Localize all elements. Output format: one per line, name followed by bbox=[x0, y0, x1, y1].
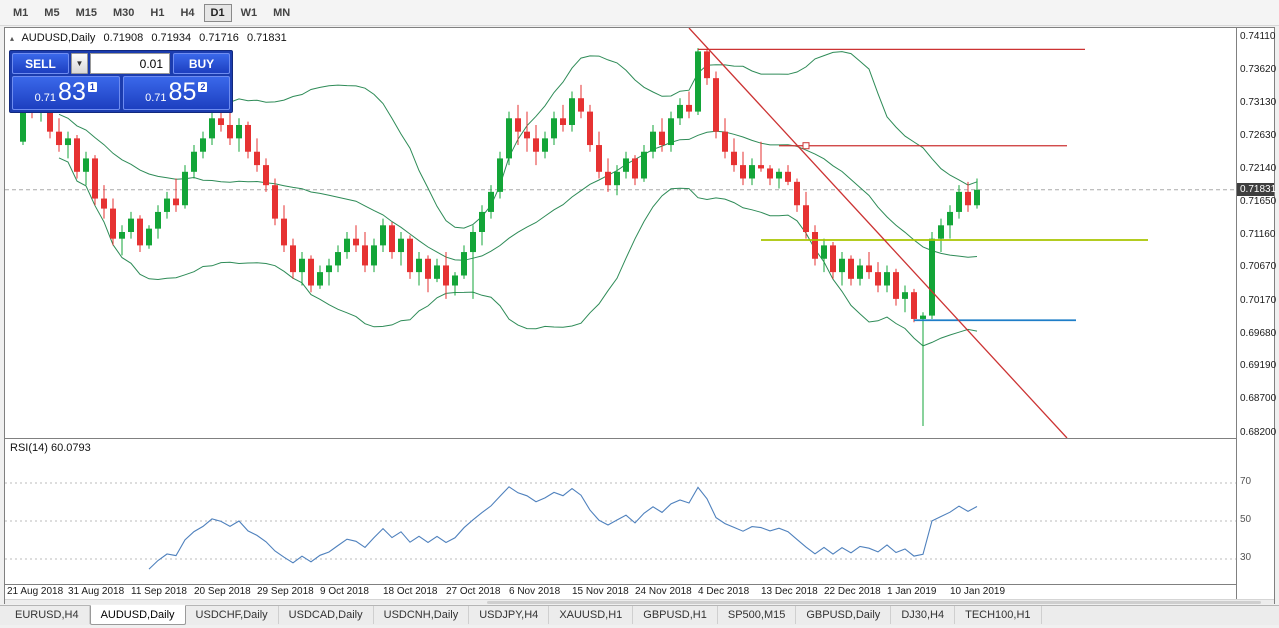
current-price-label: 0.71831 bbox=[1237, 182, 1276, 196]
one-click-trading-panel: SELL ▼ BUY 0.71 83 1 0.71 85 bbox=[9, 50, 233, 113]
volume-input[interactable] bbox=[90, 53, 170, 74]
timeframe-button-d1[interactable]: D1 bbox=[203, 3, 232, 22]
date-label: 9 Oct 2018 bbox=[320, 586, 369, 597]
sell-price-button[interactable]: 0.71 83 1 bbox=[12, 76, 120, 110]
sell-button[interactable]: SELL bbox=[12, 53, 69, 74]
buy-price-big: 85 bbox=[168, 78, 197, 106]
rsi-chart[interactable] bbox=[5, 440, 1237, 585]
price-tick: 0.73620 bbox=[1240, 64, 1277, 76]
date-label: 6 Nov 2018 bbox=[509, 586, 561, 597]
chart-tab-usdjpy-h4[interactable]: USDJPY,H4 bbox=[469, 606, 550, 624]
date-label: 4 Dec 2018 bbox=[698, 586, 750, 597]
chart-title: ▴ AUDUSD,Daily 0.71908 0.71934 0.71716 0… bbox=[10, 32, 292, 44]
chevron-down-icon: ▼ bbox=[75, 59, 84, 68]
sell-price-superscript: 1 bbox=[87, 82, 97, 92]
chart-tab-sp500-m15[interactable]: SP500,M15 bbox=[718, 606, 797, 624]
timeframe-button-h4[interactable]: H4 bbox=[173, 4, 201, 22]
date-label: 20 Sep 2018 bbox=[194, 586, 251, 597]
timeframe-button-mn[interactable]: MN bbox=[266, 4, 297, 22]
date-label: 21 Aug 2018 bbox=[7, 586, 64, 597]
chart-tab-eurusd-h4[interactable]: EURUSD,H4 bbox=[5, 606, 90, 624]
chart-tab-tech100-h1[interactable]: TECH100,H1 bbox=[955, 606, 1042, 624]
price-tick: 0.68700 bbox=[1240, 393, 1277, 405]
chart-tab-dj30-h4[interactable]: DJ30,H4 bbox=[891, 606, 956, 624]
chart-tab-audusd-daily[interactable]: AUDUSD,Daily bbox=[89, 605, 186, 625]
ohlc-open: 0.71908 bbox=[103, 32, 144, 44]
timeframe-button-m30[interactable]: M30 bbox=[106, 4, 141, 22]
price-axis: 0.74110 0.73620 0.73130 0.72630 0.72140 0.716… bbox=[1236, 28, 1277, 599]
trade-panel-price-row: 0.71 83 1 0.71 85 2 bbox=[12, 76, 230, 110]
trade-panel-top-row: SELL ▼ BUY bbox=[12, 53, 230, 74]
price-tick: 0.72630 bbox=[1240, 130, 1277, 142]
date-label: 27 Oct 2018 bbox=[446, 586, 501, 597]
date-label: 31 Aug 2018 bbox=[68, 586, 125, 597]
ohlc-low: 0.71716 bbox=[199, 32, 239, 44]
price-tick: 0.68200 bbox=[1240, 426, 1277, 438]
ohlc-high: 0.71934 bbox=[151, 32, 192, 44]
price-tick: 0.71160 bbox=[1240, 228, 1276, 240]
date-label: 13 Dec 2018 bbox=[761, 586, 818, 597]
chart-symbol: AUDUSD,Daily bbox=[21, 32, 96, 44]
volume-dropdown-button[interactable]: ▼ bbox=[71, 53, 88, 74]
date-label: 10 Jan 2019 bbox=[950, 586, 1006, 597]
rsi-panel[interactable]: RSI(14) 60.0793 bbox=[5, 438, 1237, 584]
timeframe-button-h1[interactable]: H1 bbox=[143, 4, 171, 22]
rsi-indicator-label: RSI(14) 60.0793 bbox=[10, 442, 91, 454]
candlestick-chart[interactable] bbox=[5, 28, 1237, 438]
timeframe-button-w1[interactable]: W1 bbox=[234, 4, 265, 22]
rsi-level-label: 30 bbox=[1240, 552, 1252, 563]
date-label: 22 Dec 2018 bbox=[824, 586, 881, 597]
price-tick: 0.72140 bbox=[1240, 163, 1277, 175]
price-tick: 0.73130 bbox=[1240, 96, 1277, 108]
price-tick: 0.69680 bbox=[1240, 327, 1277, 339]
price-tick: 0.70170 bbox=[1240, 294, 1277, 306]
date-label: 11 Sep 2018 bbox=[131, 586, 187, 597]
chart-icon: ▴ bbox=[10, 34, 15, 43]
date-label: 24 Nov 2018 bbox=[635, 586, 692, 597]
buy-price-superscript: 2 bbox=[198, 82, 208, 92]
price-tick: 0.69190 bbox=[1240, 360, 1277, 372]
price-tick: 0.74110 bbox=[1240, 31, 1276, 43]
price-tick: 0.71650 bbox=[1240, 195, 1277, 207]
chart-window: ▴ AUDUSD,Daily 0.71908 0.71934 0.71716 0… bbox=[4, 27, 1277, 604]
chart-tab-usdcad-daily[interactable]: USDCAD,Daily bbox=[279, 606, 374, 624]
timeframe-button-m15[interactable]: M15 bbox=[69, 4, 104, 22]
chart-tab-usdcnh-daily[interactable]: USDCNH,Daily bbox=[374, 606, 470, 624]
chart-tabs-bar: EURUSD,H4 AUDUSD,Daily USDCHF,Daily USDCAD,… bbox=[0, 605, 1279, 625]
chart-tab-gbpusd-daily[interactable]: GBPUSD,Daily bbox=[796, 606, 892, 624]
chart-tab-usdchf-daily[interactable]: USDCHF,Daily bbox=[186, 606, 279, 624]
rsi-level-label: 70 bbox=[1240, 476, 1252, 487]
horizontal-scrollbar[interactable] bbox=[5, 599, 1274, 604]
price-tick: 0.70670 bbox=[1240, 261, 1277, 273]
date-label: 1 Jan 2019 bbox=[887, 586, 937, 597]
scrollbar-thumb[interactable] bbox=[487, 601, 1262, 604]
ohlc-close: 0.71831 bbox=[246, 32, 287, 44]
timeframe-toolbar: M1 M5 M15 M30 H1 H4 D1 W1 MN bbox=[0, 0, 1279, 26]
chart-tab-gbpusd-h1[interactable]: GBPUSD,H1 bbox=[633, 606, 718, 624]
date-label: 18 Oct 2018 bbox=[383, 586, 438, 597]
buy-button[interactable]: BUY bbox=[173, 53, 230, 74]
date-label: 29 Sep 2018 bbox=[257, 586, 314, 597]
main-chart[interactable]: ▴ AUDUSD,Daily 0.71908 0.71934 0.71716 0… bbox=[5, 28, 1237, 438]
sell-price-small: 0.71 bbox=[34, 92, 57, 104]
buy-price-button[interactable]: 0.71 85 2 bbox=[122, 76, 230, 110]
buy-price-small: 0.71 bbox=[145, 92, 167, 104]
sell-price-big: 83 bbox=[58, 78, 86, 106]
timeframe-button-m5[interactable]: M5 bbox=[37, 4, 66, 22]
time-axis: 21 Aug 2018 31 Aug 2018 11 Sep 2018 20 Sep … bbox=[5, 584, 1237, 599]
timeframe-button-m1[interactable]: M1 bbox=[6, 4, 35, 22]
chart-tab-xauusd-h1[interactable]: XAUUSD,H1 bbox=[549, 606, 634, 624]
rsi-level-label: 50 bbox=[1240, 514, 1252, 525]
date-label: 15 Nov 2018 bbox=[572, 586, 629, 597]
